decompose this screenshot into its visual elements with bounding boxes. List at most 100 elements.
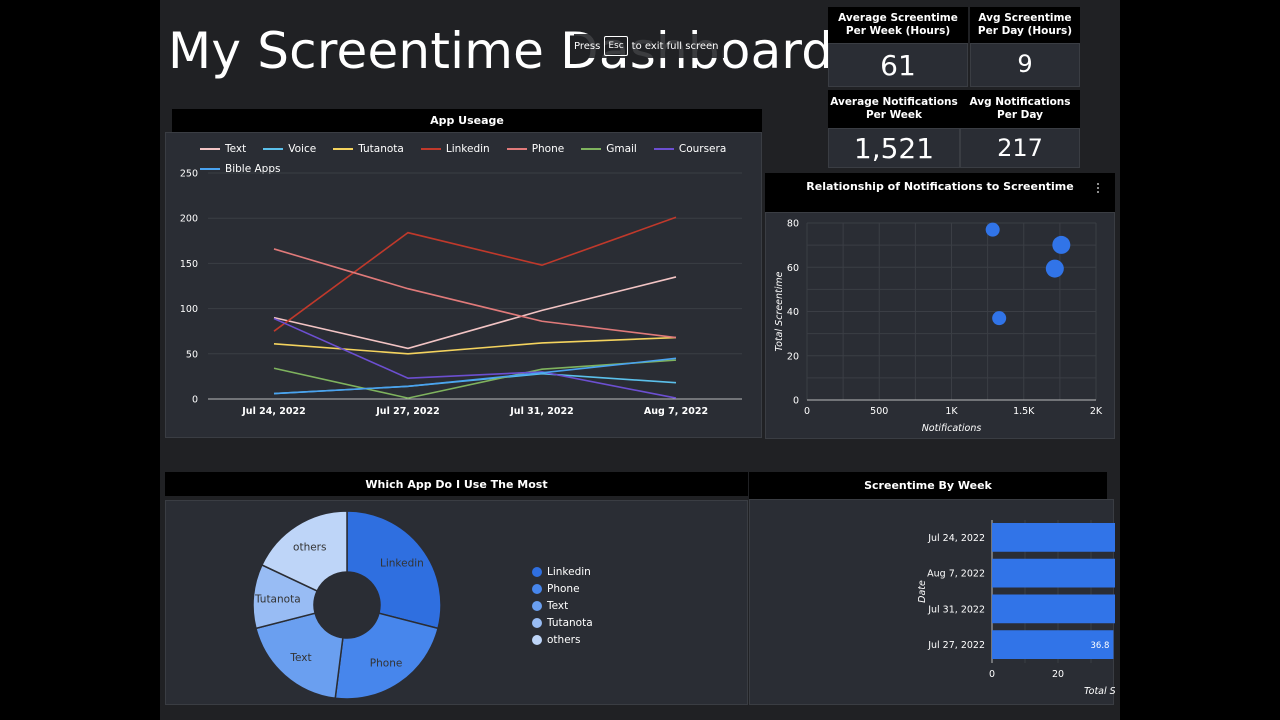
scatter-point — [992, 311, 1007, 326]
y-tick-label: Jul 27, 2022 — [927, 640, 985, 651]
y-tick-label: 60 — [787, 263, 799, 274]
x-tick-label: 20 — [1052, 669, 1064, 680]
pie-label: Linkedin — [380, 557, 424, 569]
series-line-phone — [273, 248, 677, 339]
legend-label: Linkedin — [445, 143, 490, 155]
legend-swatch — [200, 168, 220, 170]
legend-item-text[interactable]: Text — [200, 141, 246, 157]
x-tick-label: 500 — [870, 406, 888, 417]
more-vert-icon[interactable] — [1093, 183, 1103, 193]
kpi-avg-screentime-week-label: Average Screentime Per Week (Hours) — [828, 7, 968, 43]
legend-item-text[interactable]: Text — [532, 597, 593, 614]
legend-swatch — [200, 148, 220, 150]
y-tick-label: 150 — [180, 259, 198, 270]
fullscreen-hint: Press Esc to exit full screen — [574, 34, 724, 58]
series-line-text — [273, 276, 677, 350]
legend-label: Bible Apps — [225, 163, 281, 175]
esc-key-badge: Esc — [604, 36, 628, 56]
scatter-title: Relationship of Notifications to Screent… — [806, 180, 1074, 193]
legend-item-tutanota[interactable]: Tutanota — [333, 141, 404, 157]
scatter-point — [1052, 235, 1071, 254]
pie-label: others — [293, 541, 326, 553]
legend-item-coursera[interactable]: Coursera — [653, 141, 726, 157]
series-line-coursera — [273, 317, 677, 399]
y-tick-label: Aug 7, 2022 — [927, 569, 985, 580]
legend-item-others[interactable]: others — [532, 631, 593, 648]
legend-swatch — [420, 148, 441, 150]
donut-legend: Linkedin Phone Text Tutanota others — [532, 563, 593, 648]
donut-panel: Linkedin Phone Text Tutanota others Linkedin… — [165, 500, 748, 705]
fullscreen-hint-text: to exit full screen — [631, 40, 719, 52]
kpi-avg-screentime-week-value: 61 — [828, 43, 968, 87]
x-tick-label: 1.5K — [1013, 406, 1035, 417]
x-axis-title: Notifications — [922, 423, 982, 434]
scatter-point — [1045, 259, 1064, 278]
legend-item-tutanota[interactable]: Tutanota — [532, 614, 593, 631]
app-useage-header: App Useage — [172, 109, 762, 132]
bar-chart: 77.1Jul 24, 202270.1Aug 7, 202259.4Jul 3… — [917, 520, 1115, 697]
legend-swatch — [581, 148, 602, 150]
legend-item-linkedin[interactable]: Linkedin — [532, 563, 593, 580]
bar-jul-31-2022 — [992, 594, 1115, 624]
y-tick-label: 40 — [787, 307, 799, 318]
x-tick-label: Jul 31, 2022 — [509, 406, 573, 417]
bar-aug-7-2022 — [992, 558, 1115, 588]
series-line-gmail — [273, 359, 677, 399]
y-tick-label: Jul 31, 2022 — [927, 604, 985, 615]
legend-item-phone[interactable]: Phone — [506, 141, 564, 157]
page-title: My Screentime Dashboard — [168, 22, 834, 80]
legend-label: Linkedin — [547, 565, 591, 578]
dashboard-canvas: My Screentime Dashboard Press Esc to exi… — [160, 0, 1120, 720]
legend-swatch — [653, 148, 674, 150]
legend-swatch — [263, 148, 284, 150]
kpi-avg-notifications-week-label: Average Notifications Per Week — [828, 90, 960, 128]
bar-jul-24-2022 — [992, 523, 1115, 552]
scatter-header: Relationship of Notifications to Screent… — [765, 173, 1115, 212]
y-tick-label: 80 — [787, 219, 799, 230]
legend-label: others — [547, 633, 581, 646]
bar-jul-27-2022 — [992, 630, 1114, 659]
series-line-linkedin — [273, 216, 677, 332]
legend-dot — [532, 617, 542, 628]
y-tick-label: 20 — [787, 351, 799, 362]
kpi-avg-screentime-day-label: Avg Screentime Per Day (Hours) — [970, 7, 1080, 43]
pie-slice-phone — [334, 612, 439, 700]
y-tick-label: 200 — [180, 214, 198, 225]
legend-item-linkedin[interactable]: Linkedin — [420, 141, 490, 157]
legend-dot — [532, 634, 542, 645]
legend-dot — [532, 566, 542, 577]
legend-label: Gmail — [606, 143, 637, 155]
legend-item-phone[interactable]: Phone — [532, 580, 593, 597]
x-tick-label: Aug 7, 2022 — [644, 406, 708, 417]
y-tick-label: 250 — [180, 169, 198, 180]
legend-dot — [532, 600, 542, 611]
app-useage-panel: Text Voice Tutanota Linkedin Phone Gmail Cours… — [165, 132, 762, 438]
pie-label: Phone — [370, 657, 403, 669]
kpi-avg-notifications-day-value: 217 — [960, 128, 1080, 168]
donut-chart: Linkedin Phone Text Tutanota others — [252, 510, 442, 700]
legend-label: Phone — [547, 582, 580, 595]
x-tick-label: Jul 27, 2022 — [375, 406, 439, 417]
pie-label: Tutanota — [254, 593, 301, 605]
y-tick-label: 0 — [192, 395, 198, 406]
y-tick-label: Jul 24, 2022 — [927, 533, 985, 544]
kpi-avg-notifications-week-value: 1,521 — [828, 128, 960, 168]
legend-dot — [532, 583, 542, 594]
legend-item-gmail[interactable]: Gmail — [581, 141, 637, 157]
bar-value-label: 36.8 — [1091, 641, 1110, 651]
pie-label: Text — [289, 652, 311, 664]
legend-label: Text — [547, 599, 569, 612]
legend-label: Voice — [288, 143, 317, 155]
legend-item-voice[interactable]: Voice — [263, 141, 316, 157]
kpi-avg-screentime-day-value: 9 — [970, 43, 1080, 87]
y-tick-label: 0 — [793, 396, 799, 407]
legend-label: Text — [225, 143, 247, 155]
pie-slice-text — [255, 612, 344, 700]
legend-label: Tutanota — [547, 616, 593, 629]
x-tick-label: Jul 24, 2022 — [241, 406, 305, 417]
x-tick-label: 2K — [1090, 406, 1103, 417]
legend-item-bible-apps[interactable]: Bible Apps — [200, 161, 280, 177]
bar-panel: 77.1Jul 24, 202270.1Aug 7, 202259.4Jul 3… — [749, 499, 1115, 705]
x-axis-title: Total Screentime — [1084, 686, 1115, 697]
donut-header: Which App Do I Use The Most — [165, 472, 748, 496]
